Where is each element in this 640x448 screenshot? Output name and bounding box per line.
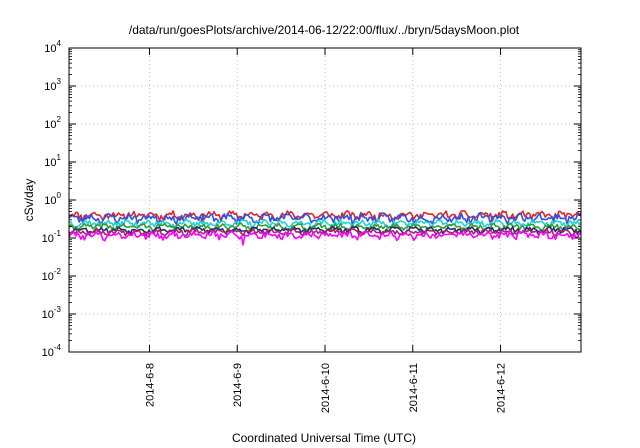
x-axis-label: Coordinated Universal Time (UTC) xyxy=(232,431,416,445)
y-tick-label: 10-1 xyxy=(42,229,62,245)
series-line xyxy=(68,230,582,246)
x-tick-label: 2014-6-10 xyxy=(320,363,332,413)
y-tick-label: 101 xyxy=(44,153,61,169)
y-tick-label: 102 xyxy=(44,115,61,131)
series-line xyxy=(68,212,582,226)
y-tick-label: 100 xyxy=(44,191,61,207)
y-tick-label: 10-2 xyxy=(42,267,62,283)
x-tick-label: 2014-6-12 xyxy=(496,363,508,413)
y-tick-label: 10-4 xyxy=(42,343,62,359)
y-tick-label: 103 xyxy=(44,77,61,93)
series-line xyxy=(68,218,582,229)
x-tick-label: 2014-6-8 xyxy=(144,363,156,407)
series-layer xyxy=(68,210,582,246)
ticks: 104 103 102 101 100 10-1 10-2 10-3 10-4 2014-6-8 2… xyxy=(42,39,581,413)
chart-title: /data/run/goesPlots/archive/2014-06-12/2… xyxy=(129,23,520,37)
grid xyxy=(69,47,581,353)
y-tick-label: 104 xyxy=(44,39,61,55)
y-tick-label: 10-3 xyxy=(42,305,62,321)
y-axis-label: cSv/day xyxy=(22,179,36,222)
x-tick-label: 2014-6-11 xyxy=(408,363,420,412)
x-tick-label: 2014-6-9 xyxy=(232,363,244,407)
